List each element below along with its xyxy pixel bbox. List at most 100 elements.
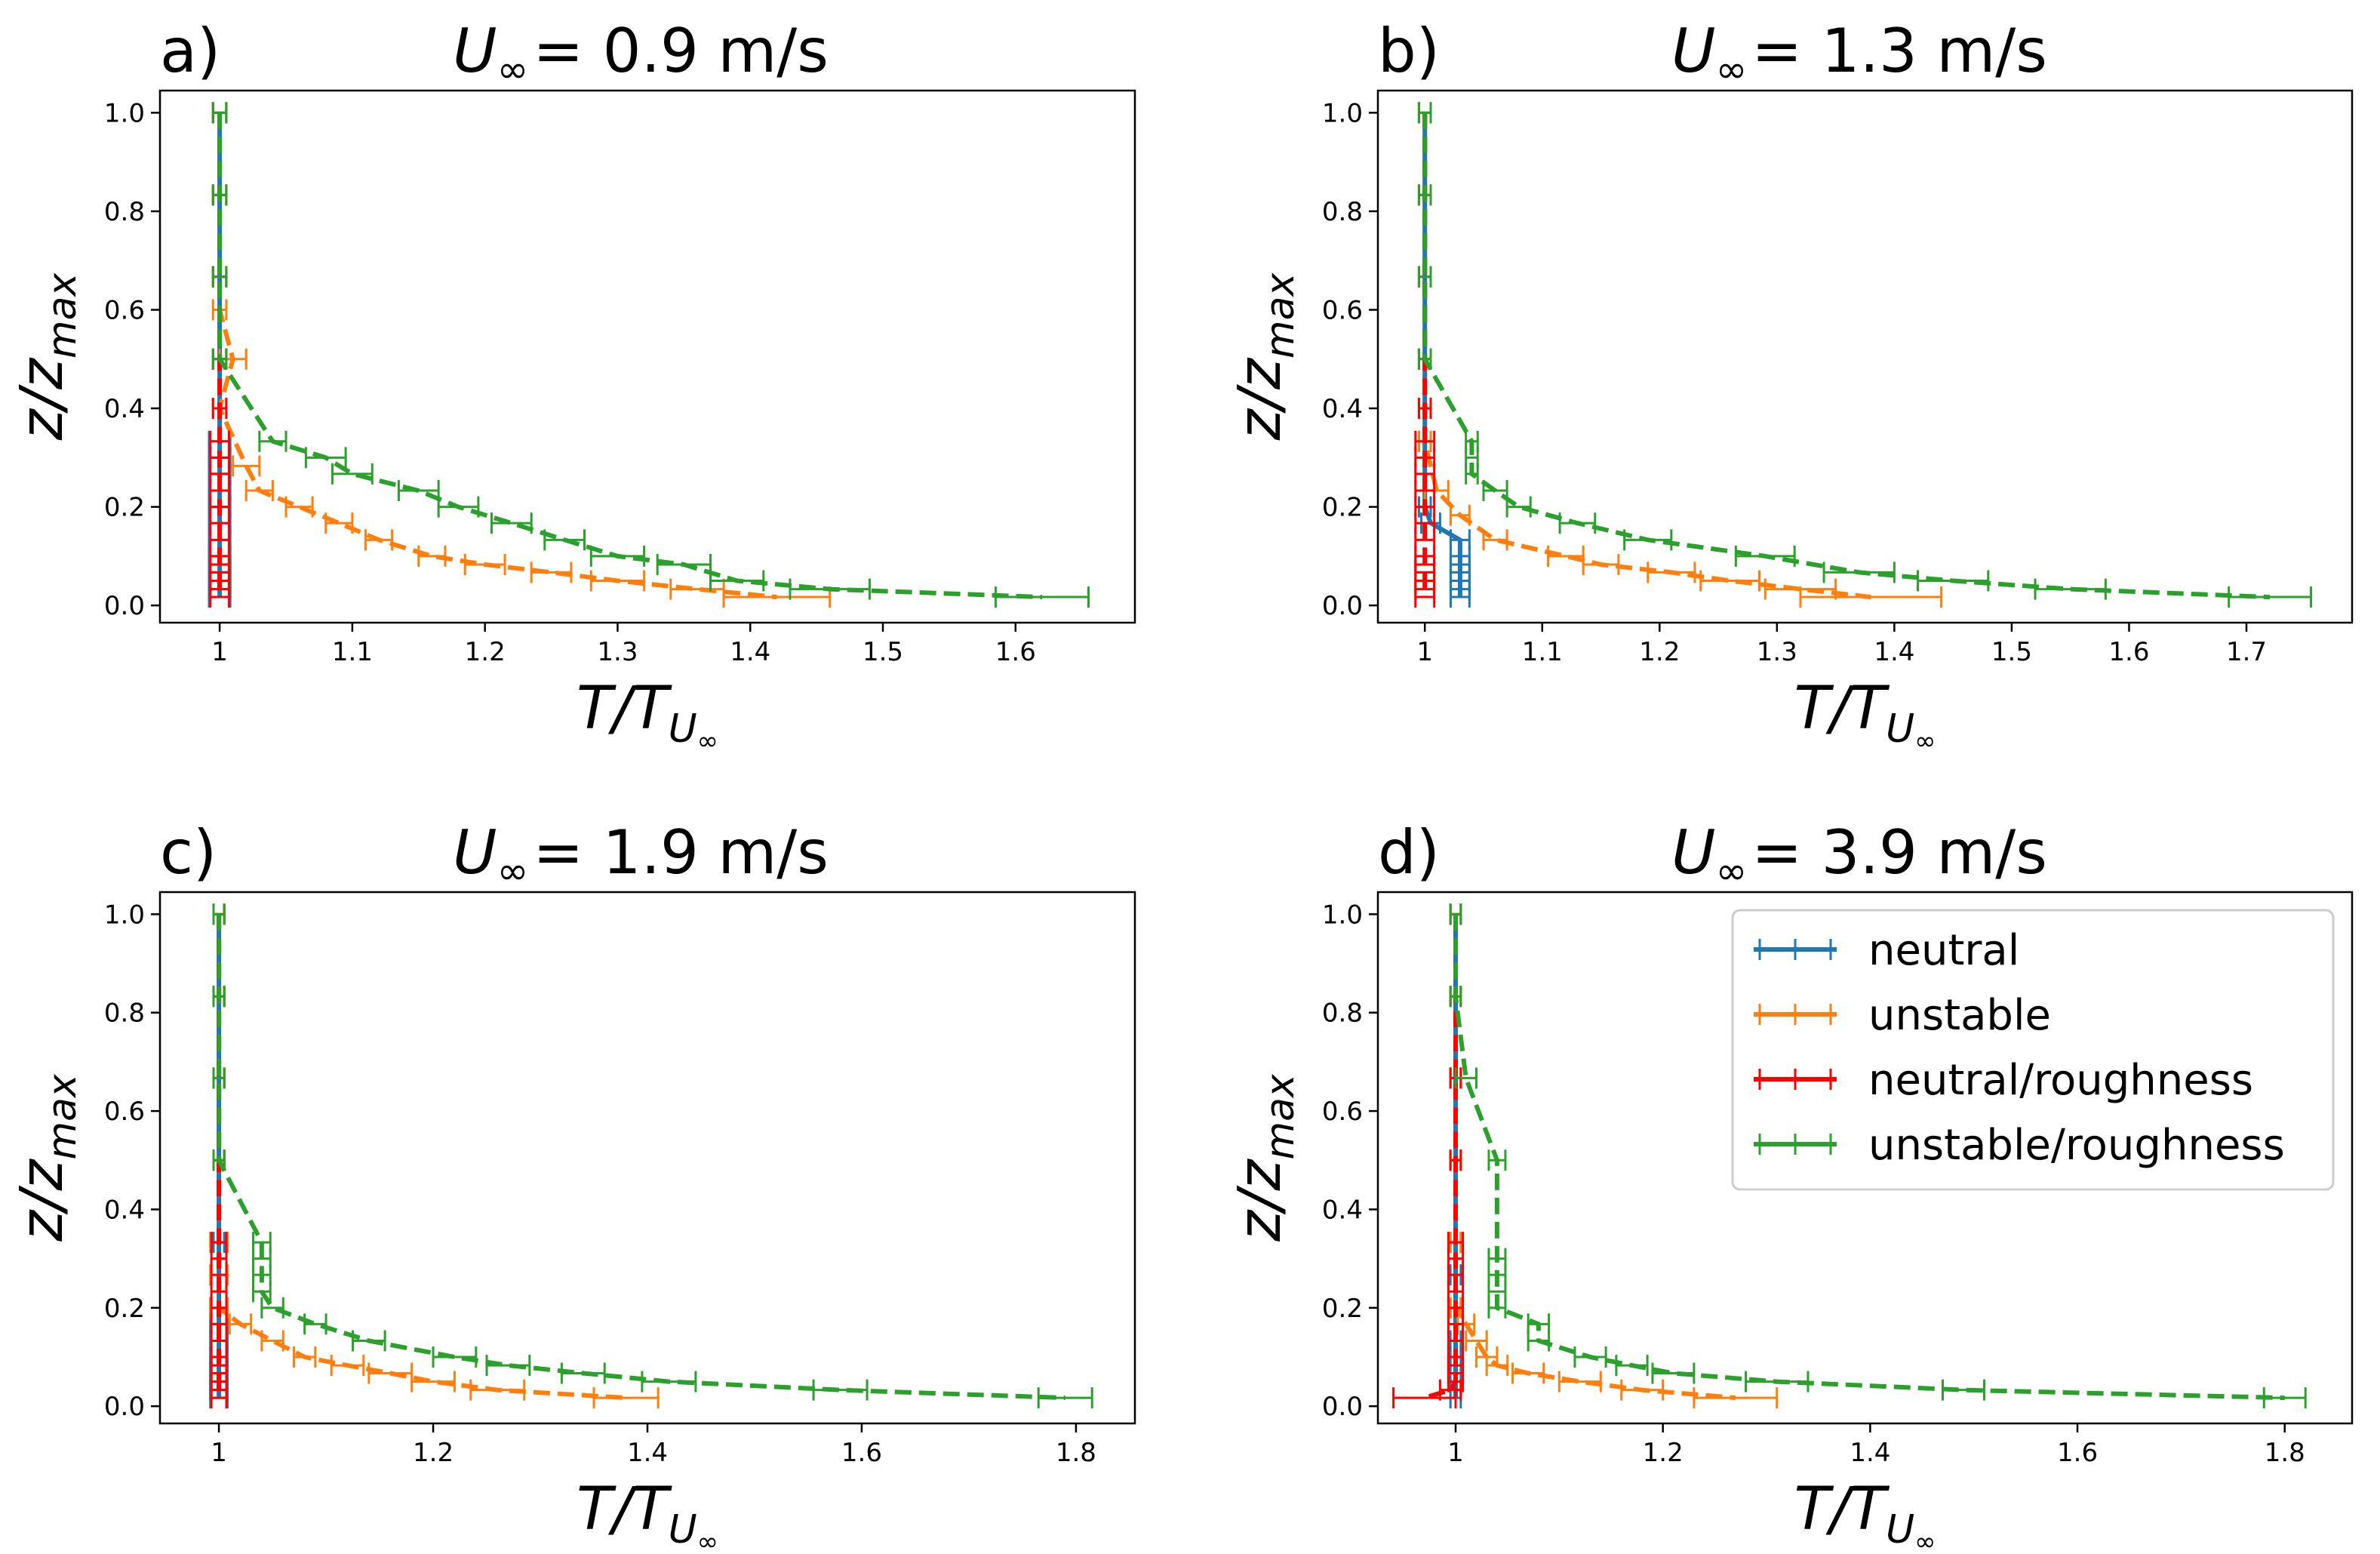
- x-tick-label: 1.5: [1991, 637, 2032, 667]
- x-label-sub: U: [669, 1507, 697, 1552]
- y-label-sub: max: [40, 272, 85, 359]
- y-tick-label: 0.8: [104, 999, 145, 1029]
- x-tick-label: 1.3: [597, 637, 638, 667]
- y-tick-label: 0.8: [104, 197, 145, 227]
- x-label-subsub: ∞: [697, 726, 718, 756]
- x-tick-label: 1.4: [627, 1438, 668, 1468]
- legend-item: neutral: [1754, 926, 2019, 975]
- y-label-sub: max: [40, 1073, 85, 1160]
- x-tick-label: 1.8: [2265, 1438, 2305, 1468]
- series-line: [217, 914, 1065, 1401]
- y-axis-label: z/zmax: [8, 272, 85, 442]
- x-tick-label: 1.3: [1757, 637, 1797, 667]
- legend: neutral unstable neutral/roughness unstable…: [1731, 909, 2335, 1191]
- x-tick-label: 1: [1447, 1438, 1464, 1468]
- title-subscript: ∞: [497, 48, 529, 91]
- x-tick-label: 1.6: [841, 1438, 882, 1468]
- y-label-sub: max: [1258, 1073, 1303, 1160]
- series-unstable-roughness: [1449, 903, 2307, 1409]
- y-tick-label: 1.0: [1322, 900, 1363, 930]
- y-tick-label: 0.8: [1322, 197, 1363, 227]
- y-tick-label: 0.0: [1322, 1392, 1363, 1422]
- legend-label: unstable/roughness: [1868, 1121, 2285, 1170]
- x-label-subsub: ∞: [697, 1527, 718, 1554]
- y-axis-label: z/zmax: [1226, 272, 1303, 442]
- panel-letter: c): [160, 817, 217, 888]
- y-tick-label: 0.0: [104, 591, 145, 621]
- x-label-sub: U: [1886, 1507, 1914, 1552]
- plot-area: [1378, 91, 2352, 623]
- x-tick-label: 1: [1416, 637, 1433, 667]
- legend-item: unstable/roughness: [1754, 1121, 2285, 1170]
- y-tick-label: 1.0: [104, 98, 145, 128]
- y-tick-label: 0.6: [104, 295, 145, 325]
- y-label-main: z/z: [1226, 357, 1294, 441]
- title-symbol: U: [1671, 817, 1716, 888]
- x-tick-label: 1.6: [2057, 1438, 2098, 1468]
- y-label-sub: max: [1258, 272, 1303, 359]
- y-tick-label: 0.6: [1322, 295, 1363, 325]
- x-tick-label: 1: [211, 1438, 227, 1468]
- x-tick-label: 1.4: [730, 637, 770, 667]
- x-tick-label: 1.2: [465, 637, 506, 667]
- panel-c: 1 1.2 1.4 1.6 1.80.00.20.40.60.81.0c) U∞= 1.9…: [8, 817, 1136, 1554]
- x-label-subsub: ∞: [1914, 1527, 1936, 1554]
- legend-item: neutral/roughness: [1754, 1056, 2253, 1105]
- y-tick-label: 0.6: [1322, 1097, 1363, 1127]
- data-layer: [1414, 102, 2313, 608]
- legend-label: unstable: [1868, 991, 2051, 1040]
- x-axis-label: T/TU∞: [577, 1476, 718, 1554]
- y-tick-label: 0.4: [1322, 394, 1363, 424]
- x-label-subsub: ∞: [1914, 726, 1936, 756]
- title-subscript: ∞: [1716, 48, 1748, 91]
- data-layer: [208, 102, 1090, 608]
- x-axis-label: T/TU∞: [577, 675, 718, 756]
- y-tick-label: 0.0: [1322, 591, 1363, 621]
- x-tick-label: 1.7: [2226, 637, 2267, 667]
- x-label-main: T/T: [1794, 675, 1890, 743]
- axes-frame: [158, 89, 1136, 624]
- title-value: = 1.9 m/s: [533, 817, 829, 888]
- panel-letter: a): [160, 16, 220, 86]
- x-axis-label: T/TU∞: [1794, 1476, 1936, 1554]
- panel-title: U∞= 3.9 m/s: [1671, 817, 2047, 893]
- y-axis-label: z/zmax: [8, 1073, 85, 1242]
- panel-letter: b): [1378, 16, 1440, 86]
- panel-title: U∞= 1.3 m/s: [1671, 16, 2047, 91]
- x-label-main: T/T: [1794, 1476, 1890, 1543]
- x-label-main: T/T: [577, 1476, 672, 1543]
- series-line: [1453, 914, 2285, 1401]
- title-value: = 0.9 m/s: [533, 16, 829, 86]
- title-subscript: ∞: [1716, 849, 1748, 893]
- x-tick-label: 1.4: [1874, 637, 1914, 667]
- legend-item: unstable: [1754, 991, 2051, 1040]
- x-tick-label: 1.8: [1056, 1438, 1096, 1468]
- x-label-sub: U: [1886, 706, 1914, 752]
- series-unstable-roughness: [1417, 102, 2313, 608]
- x-tick-label: 1: [211, 637, 228, 667]
- axes-frame: [1376, 891, 2354, 1425]
- x-tick-label: 1.1: [332, 637, 373, 667]
- x-label-sub: U: [669, 706, 697, 752]
- title-symbol: U: [1671, 16, 1716, 86]
- panel-title: U∞= 0.9 m/s: [453, 16, 829, 91]
- x-tick-label: 1.6: [2108, 637, 2149, 667]
- legend-box: [1731, 909, 2335, 1191]
- title-symbol: U: [453, 16, 497, 86]
- x-tick-label: 1.2: [1639, 637, 1680, 667]
- y-tick-label: 1.0: [1322, 98, 1363, 128]
- panel-b: 1 1.1 1.2 1.3 1.4 1.5 1.6 1.7 0.0 0.2 0.4 0.6 0.8 1.0…: [1226, 16, 2354, 756]
- legend-label: neutral: [1868, 926, 2019, 975]
- y-tick-label: 0.4: [104, 394, 145, 424]
- data-layer: [209, 903, 1093, 1409]
- series-unstable-roughness: [212, 903, 1093, 1409]
- data-layer: [1392, 903, 2307, 1409]
- x-tick-label: 1.6: [995, 637, 1036, 667]
- y-label-main: z/z: [1226, 1159, 1294, 1242]
- series-unstable-roughness: [211, 102, 1090, 608]
- y-tick-label: 0.2: [104, 1294, 145, 1324]
- y-label-main: z/z: [8, 1159, 76, 1242]
- y-tick-label: 1.0: [104, 900, 145, 930]
- x-tick-label: 1.2: [1643, 1438, 1684, 1468]
